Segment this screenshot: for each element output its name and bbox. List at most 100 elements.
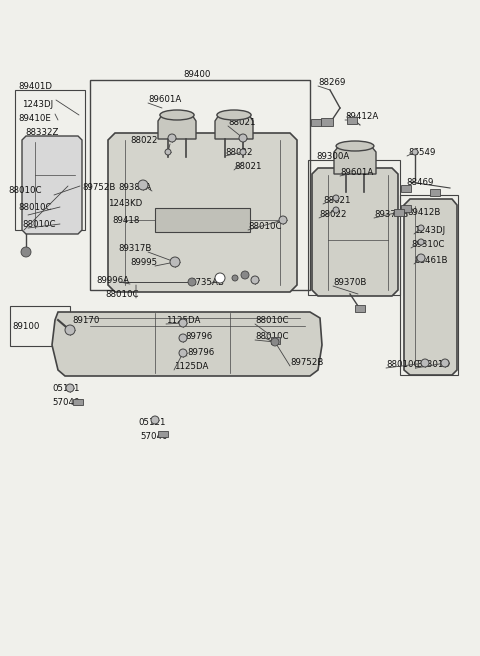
Circle shape	[271, 338, 279, 346]
Text: 88022: 88022	[130, 136, 157, 145]
Text: 57040: 57040	[52, 398, 80, 407]
Circle shape	[251, 276, 259, 284]
Text: 89300A: 89300A	[316, 152, 349, 161]
Text: 88469: 88469	[406, 178, 433, 187]
Text: 88010C: 88010C	[18, 203, 51, 212]
Text: 05121: 05121	[138, 418, 166, 427]
Text: 89752B: 89752B	[82, 183, 115, 192]
Text: 88010C: 88010C	[255, 332, 288, 341]
Text: 89100: 89100	[12, 322, 39, 331]
Text: 88021: 88021	[323, 196, 350, 205]
Circle shape	[179, 319, 187, 327]
Text: 89995: 89995	[130, 258, 157, 267]
Polygon shape	[347, 117, 357, 123]
Text: 1125DA: 1125DA	[174, 362, 208, 371]
Circle shape	[151, 416, 159, 424]
Polygon shape	[271, 337, 279, 344]
Circle shape	[138, 180, 148, 190]
Circle shape	[179, 349, 187, 357]
Circle shape	[418, 225, 424, 231]
Circle shape	[241, 271, 249, 279]
Polygon shape	[404, 199, 457, 375]
Circle shape	[421, 359, 429, 367]
Text: 1243DJ: 1243DJ	[414, 226, 445, 235]
Text: 89601A: 89601A	[148, 95, 181, 104]
Text: 89796: 89796	[187, 348, 214, 357]
Text: 89370G: 89370G	[374, 210, 408, 219]
Circle shape	[333, 207, 339, 213]
Text: 89310C: 89310C	[411, 240, 444, 249]
Circle shape	[239, 134, 247, 142]
Text: 1243DJ: 1243DJ	[22, 100, 53, 109]
Polygon shape	[430, 188, 440, 195]
Polygon shape	[311, 119, 321, 125]
Text: 88022: 88022	[319, 210, 347, 219]
Polygon shape	[73, 399, 83, 405]
Circle shape	[168, 134, 176, 142]
Text: 88010C: 88010C	[248, 222, 281, 231]
Text: 89412A: 89412A	[345, 112, 378, 121]
Text: 89601A: 89601A	[340, 168, 373, 177]
Circle shape	[279, 216, 287, 224]
Text: 88461B: 88461B	[414, 256, 447, 265]
Circle shape	[65, 325, 75, 335]
Text: 88021: 88021	[234, 162, 262, 171]
Text: 05121: 05121	[52, 384, 80, 393]
Circle shape	[165, 149, 171, 155]
Polygon shape	[108, 133, 297, 292]
Text: 57040: 57040	[140, 432, 168, 441]
Text: 89412B: 89412B	[407, 208, 440, 217]
Text: 88010C: 88010C	[386, 360, 420, 369]
Polygon shape	[22, 136, 82, 234]
Text: 89380A: 89380A	[118, 183, 151, 192]
Circle shape	[179, 334, 187, 342]
Text: 89410E: 89410E	[18, 114, 51, 123]
Text: 89370B: 89370B	[333, 278, 366, 287]
Circle shape	[232, 275, 238, 281]
Circle shape	[240, 149, 246, 155]
Polygon shape	[215, 115, 253, 139]
Ellipse shape	[160, 110, 194, 120]
Circle shape	[188, 278, 196, 286]
Polygon shape	[321, 118, 333, 126]
Ellipse shape	[217, 110, 251, 120]
Text: 88010C: 88010C	[22, 220, 56, 229]
Text: 88332Z: 88332Z	[25, 128, 59, 137]
Circle shape	[215, 273, 225, 283]
Text: 88022: 88022	[225, 148, 252, 157]
Polygon shape	[401, 184, 411, 192]
Circle shape	[418, 239, 424, 245]
Text: 89418: 89418	[112, 216, 139, 225]
Text: 88010C: 88010C	[255, 316, 288, 325]
Text: 89170: 89170	[72, 316, 99, 325]
Polygon shape	[158, 115, 196, 139]
Polygon shape	[312, 168, 398, 296]
Text: 88010C: 88010C	[8, 186, 41, 195]
Text: 1735AB: 1735AB	[190, 278, 224, 287]
Text: 88021: 88021	[228, 118, 255, 127]
Polygon shape	[155, 208, 250, 232]
Polygon shape	[52, 312, 322, 376]
Ellipse shape	[336, 141, 374, 151]
Text: 1243KD: 1243KD	[108, 199, 142, 208]
Text: 89752B: 89752B	[290, 358, 324, 367]
Text: 86549: 86549	[408, 148, 435, 157]
Text: 89317B: 89317B	[118, 244, 151, 253]
Polygon shape	[355, 304, 365, 312]
Text: 88269: 88269	[318, 78, 346, 87]
Circle shape	[66, 384, 74, 392]
Circle shape	[441, 359, 449, 367]
Circle shape	[333, 195, 339, 201]
Text: 89796: 89796	[185, 332, 212, 341]
Circle shape	[21, 247, 31, 257]
Polygon shape	[401, 205, 411, 211]
Circle shape	[412, 149, 418, 155]
Circle shape	[170, 257, 180, 267]
Polygon shape	[158, 431, 168, 437]
Polygon shape	[394, 209, 404, 216]
Text: 1125DA: 1125DA	[166, 316, 200, 325]
Text: 89996A: 89996A	[96, 276, 129, 285]
Text: 89400: 89400	[183, 70, 210, 79]
Circle shape	[417, 254, 425, 262]
Text: 89301D: 89301D	[416, 360, 450, 369]
